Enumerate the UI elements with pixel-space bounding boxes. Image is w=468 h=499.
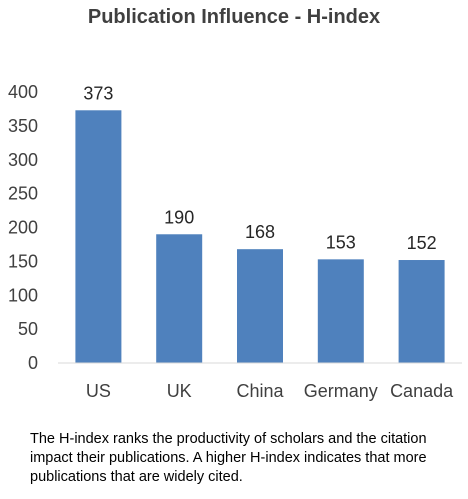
data-label-china: 168 <box>245 222 275 242</box>
y-tick-label: 250 <box>8 184 38 204</box>
data-label-canada: 152 <box>407 233 437 253</box>
y-tick-label: 300 <box>8 150 38 170</box>
y-tick-label: 350 <box>8 116 38 136</box>
y-axis: 0 50 100 150 200 250 300 350 400 <box>8 82 38 373</box>
x-tick-label-canada: Canada <box>390 381 454 401</box>
bar-china <box>237 249 283 363</box>
bars <box>75 110 445 363</box>
y-tick-label: 100 <box>8 285 38 305</box>
chart-caption: The H-index ranks the productivity of sc… <box>30 431 427 485</box>
x-tick-label-germany: Germany <box>304 381 378 401</box>
y-tick-label: 150 <box>8 251 38 271</box>
bar-canada <box>398 260 445 363</box>
data-label-us: 373 <box>83 83 113 103</box>
y-tick-label: 200 <box>8 218 38 238</box>
data-labels: 373 190 168 153 152 <box>83 83 436 253</box>
data-label-germany: 153 <box>326 232 356 252</box>
chart-title: Publication Influence - H-index <box>87 6 381 28</box>
y-tick-label: 50 <box>18 319 38 339</box>
x-axis-labels: US UK China Germany Canada <box>86 381 454 401</box>
y-tick-label: 0 <box>28 353 38 373</box>
x-tick-label-china: China <box>236 381 284 401</box>
x-tick-label-us: US <box>86 381 111 401</box>
data-label-uk: 190 <box>164 207 194 227</box>
bar-uk <box>156 234 203 363</box>
bar-germany <box>317 259 364 363</box>
x-tick-label-uk: UK <box>167 381 192 401</box>
bar-chart: 0 50 100 150 200 250 300 350 400 373 190 168 153 152… <box>8 82 462 401</box>
y-tick-label: 400 <box>8 82 38 102</box>
bar-us <box>75 110 122 363</box>
